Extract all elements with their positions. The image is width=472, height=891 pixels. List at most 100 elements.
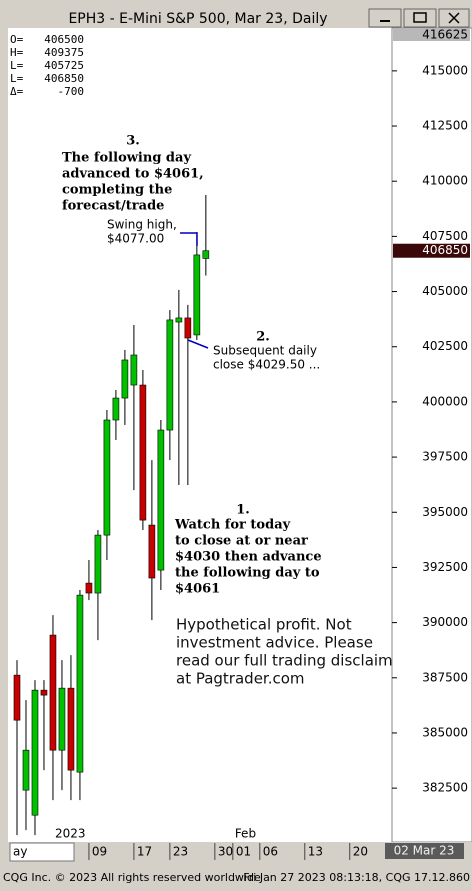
input-text: ay [13, 845, 27, 859]
status-left: CQG Inc. © 2023 All rights reserved worl… [3, 871, 261, 884]
candle-body [76, 594, 84, 773]
date-box [385, 843, 464, 859]
period-label: Feb [235, 827, 256, 841]
annotation-text: Swing high, [107, 218, 177, 232]
candle-body [139, 384, 147, 521]
maximize-icon [413, 12, 427, 23]
input-box[interactable] [9, 842, 75, 862]
maximize-button[interactable] [403, 8, 437, 28]
info-value: 409375 [44, 46, 84, 59]
info-label: H= [10, 46, 24, 59]
info-label: L= [10, 72, 24, 85]
swing-high-pointer [180, 232, 198, 246]
x-tick-label: 01 [236, 845, 251, 859]
y-tick-label: 392500 [422, 560, 468, 574]
info-value: 405725 [44, 59, 84, 72]
date-text: 02 Mar 23 [394, 844, 455, 858]
candle-body [31, 689, 39, 816]
info-label: Δ= [10, 85, 24, 98]
annotation-text: 1. [236, 503, 250, 518]
x-tick-label: 20 [353, 845, 368, 859]
candle-body [148, 524, 156, 579]
candle-body [157, 429, 165, 571]
y-tick-label: 397500 [422, 450, 468, 464]
top-label: 416625 [422, 28, 468, 42]
disclaimer-text: at Pagtrader.com [176, 670, 305, 688]
annotation-text: to close at or near [175, 534, 308, 549]
disclaimer-text: read our full trading disclaime [176, 652, 402, 670]
status-right: Fri Jan 27 2023 08:13:18, CQG 17.12.860 [243, 871, 470, 884]
x-axis-area [8, 842, 472, 863]
annotation-text: completing the [62, 183, 172, 198]
last-price-box [393, 243, 470, 258]
candle-body [40, 689, 48, 696]
y-tick-label: 412500 [422, 119, 468, 133]
period-label: 2023 [55, 827, 86, 841]
candle-body [112, 397, 120, 421]
annotation-text: $4030 then advance [175, 550, 322, 565]
candle-body [130, 354, 138, 386]
y-tick-label: 385000 [422, 725, 468, 739]
candle-body [202, 250, 210, 259]
disclaimer-text: investment advice. Please [176, 634, 373, 652]
annotation-text: 3. [126, 134, 140, 149]
candle-body [13, 674, 21, 721]
annotation-text: 2. [256, 330, 270, 345]
y-tick-label: 402500 [422, 339, 468, 353]
annotation-text: Subsequent daily [213, 344, 317, 358]
candle-body [193, 254, 201, 336]
candle-body [103, 419, 111, 536]
info-value: 406850 [44, 72, 84, 85]
annotation-text: Watch for today [174, 518, 291, 533]
annotations: 3. The following day advanced to $4061, … [62, 134, 402, 688]
y-tick-label: 390000 [422, 615, 468, 629]
candle-body [166, 319, 174, 431]
annotation-text: The following day [62, 151, 191, 166]
x-tick-label: 30 [218, 845, 233, 859]
y-tick-label: 407500 [422, 229, 468, 243]
x-tick-label: 09 [92, 845, 107, 859]
x-tick-label: 23 [173, 845, 188, 859]
info-label: L= [10, 59, 24, 72]
y-tick-label: 400000 [422, 394, 468, 408]
y-tick-label: 395000 [422, 505, 468, 519]
disclaimer-text: Hypothetical profit. Not [176, 616, 352, 634]
candles [13, 195, 210, 836]
candle-body [184, 317, 192, 339]
candle-body [67, 687, 75, 771]
info-value: 406500 [44, 33, 84, 46]
y-axis-area [391, 27, 472, 843]
annotation-text: close $4029.50 ... [213, 358, 320, 372]
status-bar [0, 867, 472, 887]
candle-body [49, 634, 57, 751]
candle-body [94, 534, 102, 594]
y-tick-label: 415000 [422, 63, 468, 77]
x-tick-label: 13 [308, 845, 323, 859]
minimize-button[interactable] [368, 8, 402, 28]
annotation-text: $4061 [175, 582, 220, 597]
candle-body [22, 749, 30, 791]
y-tick-label: 382500 [422, 781, 468, 795]
window-title: EPH3 - E-Mini S&P 500, Mar 23, Daily [68, 11, 327, 27]
close-icon [448, 12, 460, 24]
annotation-text: advanced to $4061, [62, 167, 204, 182]
y-tick-label: 405000 [422, 284, 468, 298]
info-label: O= [10, 33, 24, 46]
y-tick-label: 410000 [422, 174, 468, 188]
candle-body [121, 359, 129, 399]
annotation-text: the following day to [175, 566, 320, 581]
top-label-box [393, 28, 470, 41]
annotation-text: forecast/trade [62, 199, 164, 214]
candle-body [58, 687, 66, 751]
info-value: -700 [58, 85, 85, 98]
close-pointer [187, 339, 209, 349]
x-tick-label: 06 [263, 845, 278, 859]
y-tick-label: 387500 [422, 670, 468, 684]
last-price-label: 406850 [422, 243, 468, 257]
annotation-text: $4077.00 [107, 232, 164, 246]
candle-body [85, 582, 93, 594]
candle-body [175, 317, 183, 323]
x-tick-label: 17 [137, 845, 152, 859]
